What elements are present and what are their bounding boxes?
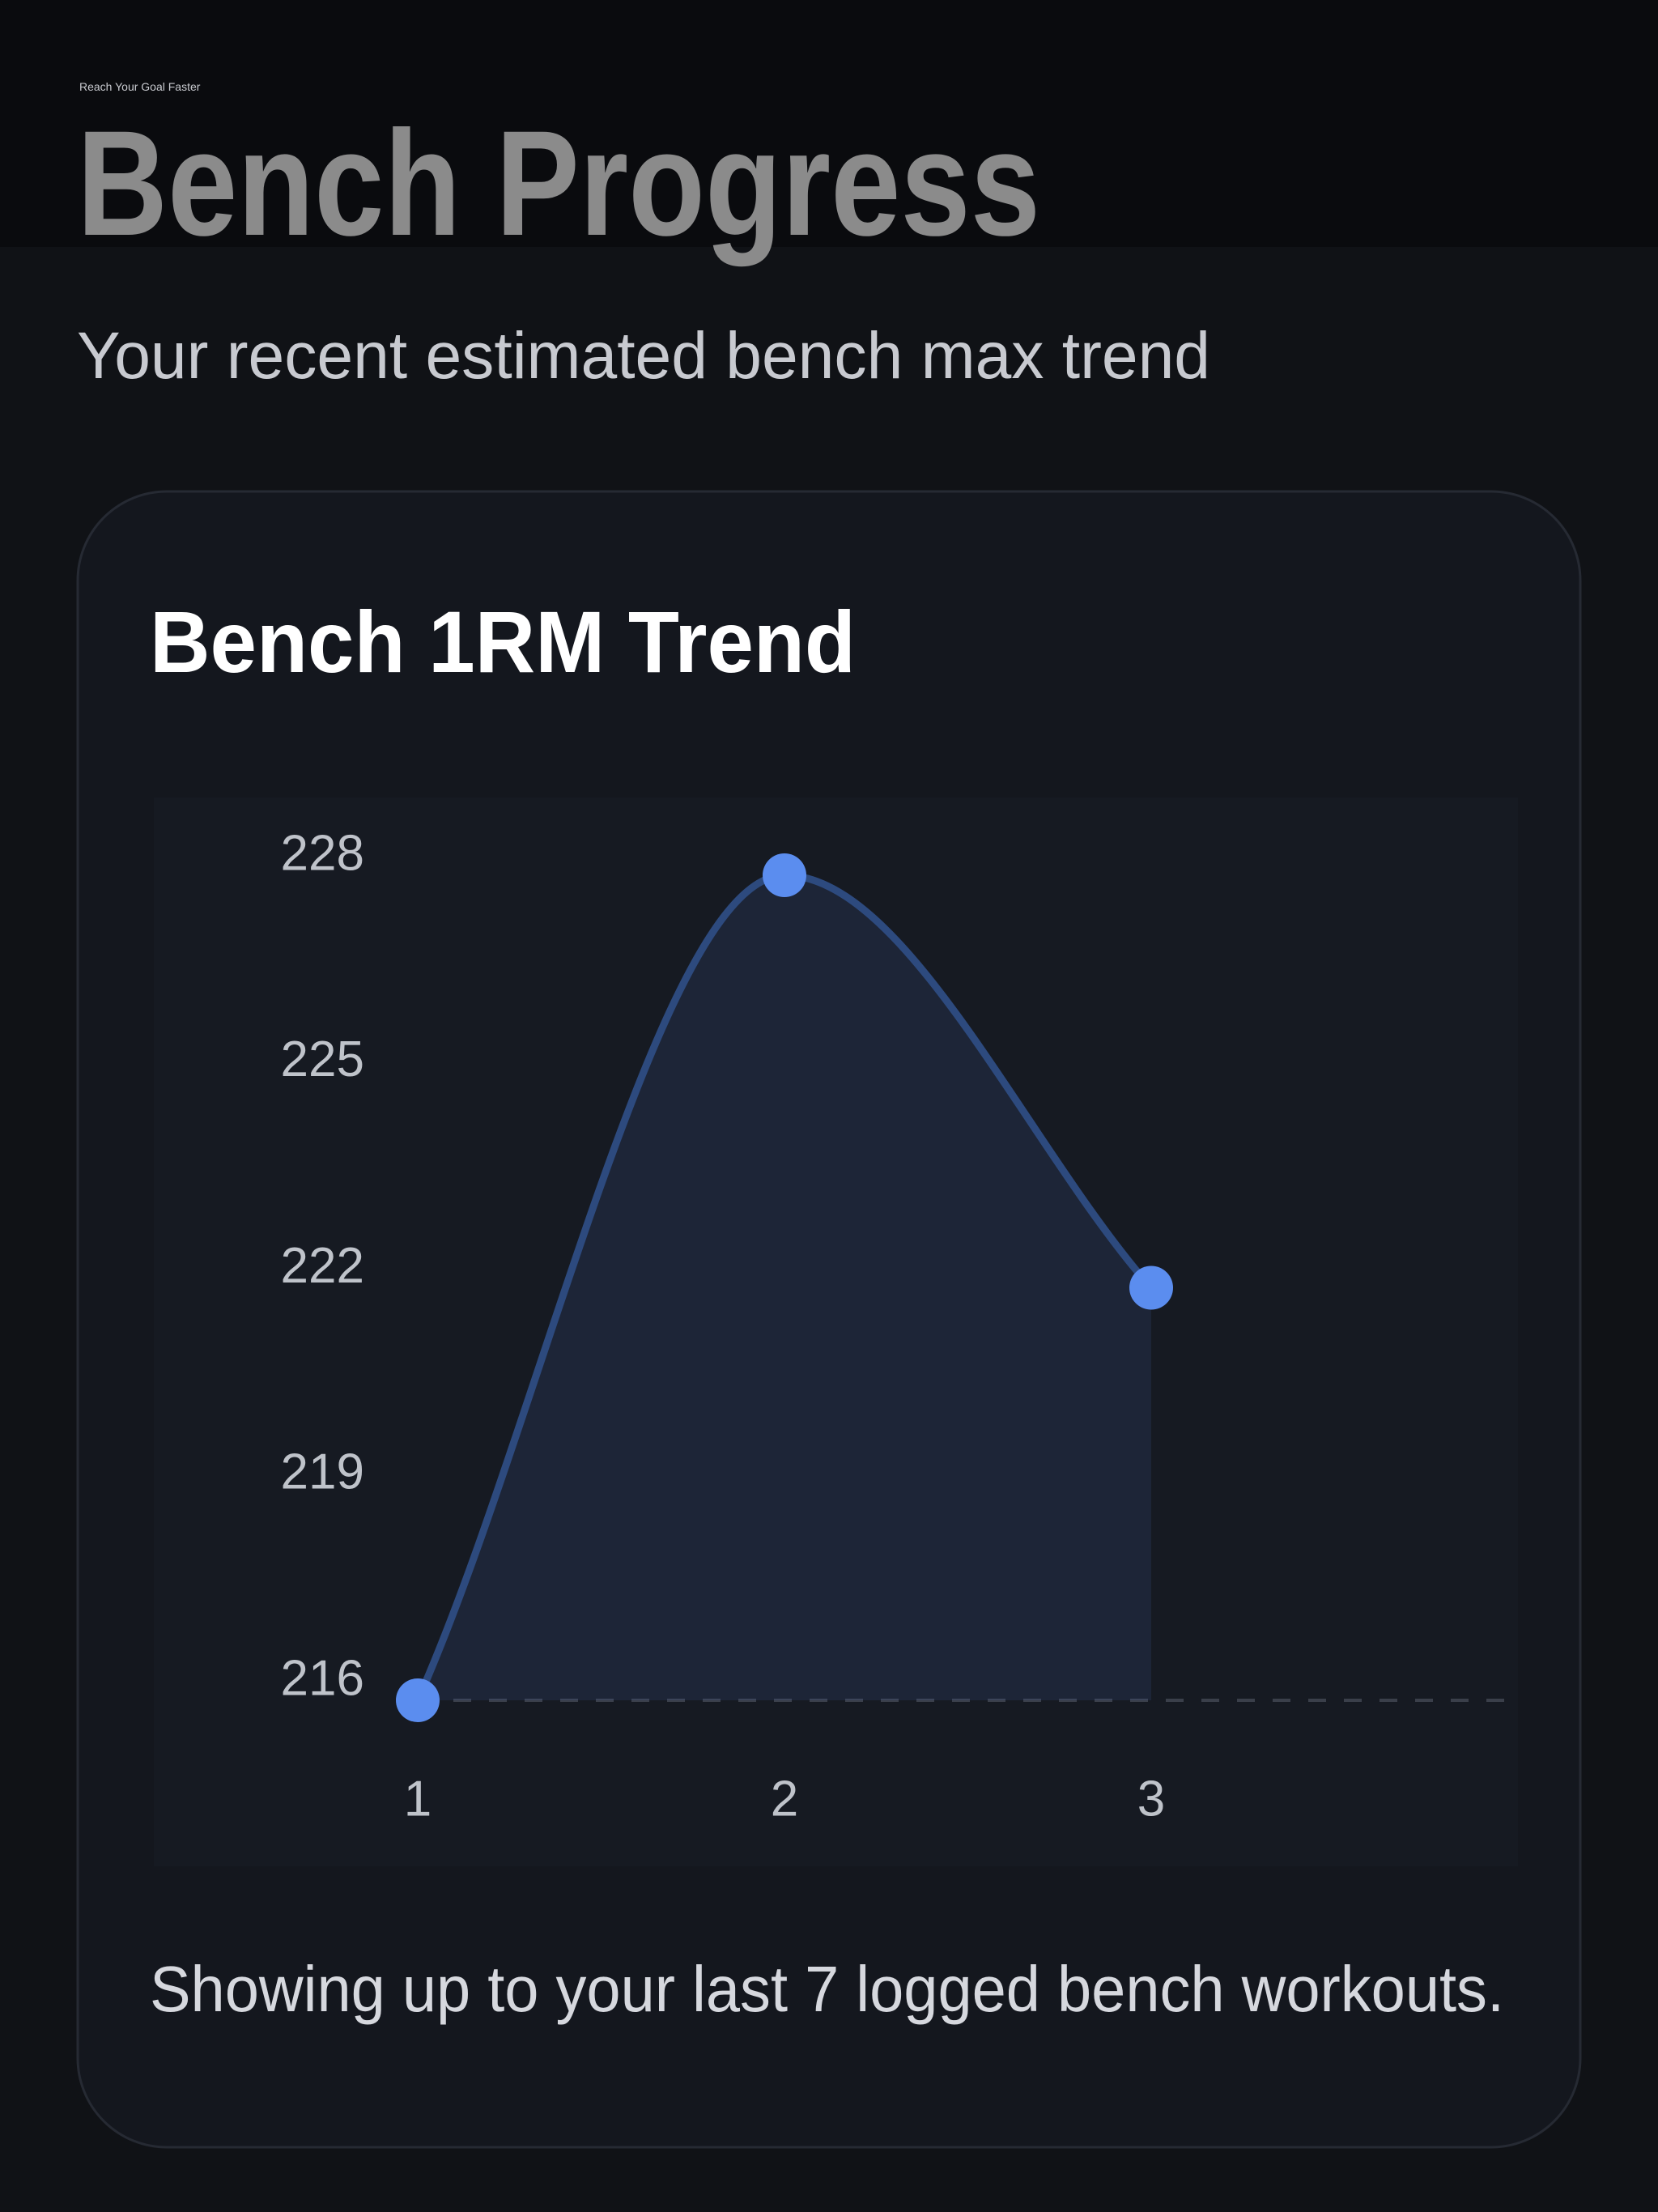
point bbox=[1129, 1266, 1173, 1310]
point bbox=[763, 853, 806, 897]
x-tick-label: 3 bbox=[1137, 1771, 1165, 1827]
x-tick-label: 2 bbox=[771, 1771, 798, 1827]
y-tick-label: 216 bbox=[281, 1650, 364, 1706]
page-subtitle: Your recent estimated bench max trend bbox=[77, 319, 1210, 393]
line-area bbox=[418, 875, 1151, 1700]
header-band bbox=[0, 0, 1658, 247]
y-tick-label: 225 bbox=[281, 1032, 364, 1087]
eyebrow: Reach Your Goal Faster bbox=[79, 80, 201, 93]
y-tick-label: 219 bbox=[281, 1444, 364, 1500]
x-tick-label: 1 bbox=[404, 1771, 432, 1827]
plot-area bbox=[154, 798, 1518, 1866]
chart-title: Bench 1RM Trend bbox=[150, 593, 856, 691]
y-tick-label: 228 bbox=[281, 825, 364, 881]
footnote: Showing up to your last 7 logged bench w… bbox=[150, 1953, 1504, 2025]
point bbox=[396, 1678, 440, 1722]
page-title: Bench Progress bbox=[77, 100, 1040, 267]
y-tick-label: 222 bbox=[281, 1238, 364, 1294]
line bbox=[414, 871, 1154, 1702]
